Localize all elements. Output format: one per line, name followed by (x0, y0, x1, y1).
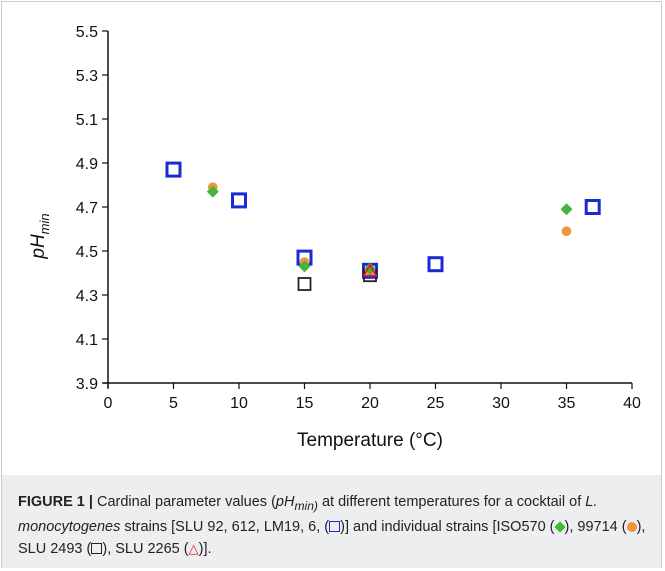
chart-ticks: 0 5 10 15 20 25 30 35 40 3.9 4.1 4.3 4.5 4.7 4.9 5.1 5.3… (76, 24, 641, 412)
y-axis-label-main: pH (28, 234, 49, 260)
caption-min: min) (294, 498, 318, 513)
data-point-cocktail (427, 256, 444, 273)
caption-label: FIGURE 1 | (18, 494, 93, 510)
chart-axes (103, 31, 632, 388)
y-tick-label: 4.3 (76, 288, 98, 305)
y-tick-label: 5.5 (76, 24, 98, 41)
y-tick-label: 4.7 (76, 200, 98, 217)
caption-species: L. monocytogenes (18, 494, 598, 535)
caption-text-4: )] and individual strains [ISO570 ( (340, 518, 555, 535)
y-tick-label: 4.1 (76, 332, 98, 349)
green-diamond-icon (553, 521, 566, 533)
x-tick-label: 40 (623, 395, 641, 412)
y-axis-label-sub: min (37, 213, 52, 234)
x-tick-label: 35 (558, 395, 576, 412)
caption-text-5: ), 99714 ( (564, 518, 627, 535)
y-tick-label: 5.3 (76, 68, 98, 85)
data-point-99714 (561, 226, 572, 236)
caption-text-2: at different temperatures for a cocktail… (317, 494, 586, 510)
x-tick-label: 15 (296, 395, 314, 412)
caption-text-7: ), SLU 2265 ( (102, 540, 189, 557)
data-point-iso570 (206, 185, 219, 198)
y-tick-label: 3.9 (76, 376, 98, 393)
x-axis-label: Temperature (°C) (297, 430, 443, 451)
data-point-slu2493 (297, 277, 312, 291)
y-axis-label: pHmin (28, 213, 52, 259)
orange-circle-icon (626, 521, 637, 532)
caption-text-3: strains [SLU 92, 612, LM19, 6, ( (120, 518, 330, 535)
x-tick-label: 10 (230, 395, 248, 412)
x-tick-label: 0 (104, 395, 113, 412)
blue-square-icon (329, 520, 341, 532)
data-point-cocktail (165, 161, 182, 178)
x-tick-label: 20 (361, 395, 379, 412)
black-square-icon (91, 542, 103, 554)
caption-text-1: Cardinal parameter values ( (92, 494, 276, 510)
data-point-cocktail (231, 192, 247, 209)
caption-ph: pH (275, 494, 295, 510)
scatter-chart: 0 5 10 15 20 25 30 35 40 3.9 4.1 4.3 4.5 4.7 4.9 5.1 5.3… (28, 24, 641, 451)
data-point-slu2265 (362, 262, 378, 277)
y-tick-label: 4.9 (76, 156, 98, 173)
x-tick-label: 30 (492, 395, 510, 412)
data-point-cocktail (584, 199, 601, 215)
data-point-iso570 (298, 260, 311, 273)
x-tick-label: 25 (427, 395, 445, 412)
caption-text-8: )]. (198, 540, 212, 557)
data-point-iso570 (560, 203, 573, 216)
red-triangle-icon: △ (188, 540, 199, 556)
x-tick-label: 5 (169, 395, 178, 412)
y-tick-label: 4.5 (76, 244, 98, 261)
chart-marks (165, 161, 601, 291)
y-tick-label: 5.1 (76, 112, 98, 129)
caption-text-6: ), SLU 2493 ( (18, 518, 646, 557)
figure-caption: FIGURE 1 | Cardinal parameter values (pH… (18, 492, 654, 560)
